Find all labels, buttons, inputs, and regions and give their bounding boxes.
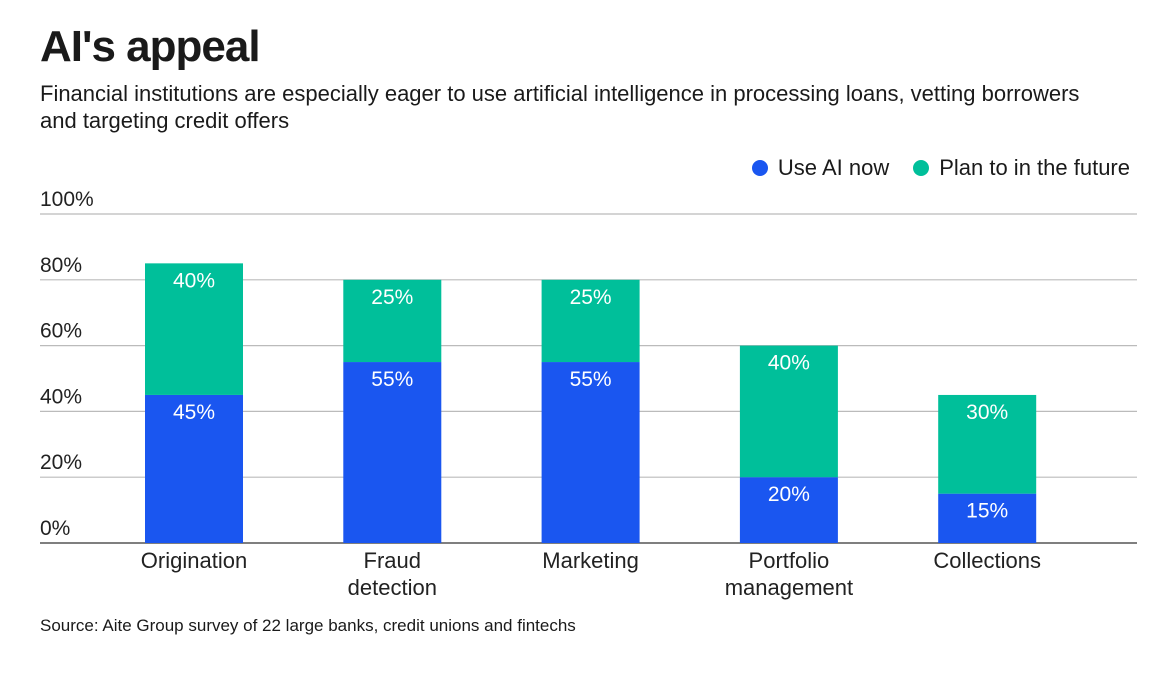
x-tick-label: management bbox=[725, 575, 853, 600]
data-label: 40% bbox=[173, 269, 215, 292]
data-label: 40% bbox=[768, 352, 810, 375]
source-note: Source: Aite Group survey of 22 large ba… bbox=[40, 616, 576, 635]
bar-plan bbox=[343, 279, 442, 363]
legend-label: Use AI now bbox=[777, 155, 890, 180]
y-tick-label: 100% bbox=[40, 188, 94, 211]
y-tick-label: 80% bbox=[40, 254, 82, 277]
data-label: 30% bbox=[966, 401, 1008, 424]
chart-subtitle: Financial institutions are especially ea… bbox=[40, 81, 1080, 133]
data-label: 55% bbox=[371, 368, 413, 391]
bar-use-now bbox=[541, 362, 640, 543]
legend-dot-teal bbox=[913, 160, 930, 176]
legend-item-use-now: Use AI now bbox=[751, 155, 890, 181]
y-tick-label: 20% bbox=[40, 451, 82, 474]
bar-plan bbox=[739, 345, 838, 478]
bar-use-now bbox=[145, 394, 243, 543]
legend-label: Plan to in the future bbox=[939, 155, 1130, 180]
data-label: 45% bbox=[173, 401, 215, 424]
x-tick-label: Fraud bbox=[364, 548, 421, 573]
legend-dot-blue bbox=[751, 160, 768, 176]
data-label: 25% bbox=[570, 286, 612, 309]
legend: Use AI now Plan to in the future bbox=[751, 155, 1130, 181]
bar-use-now bbox=[343, 362, 442, 543]
bar-use-now bbox=[739, 477, 838, 543]
data-label: 15% bbox=[966, 500, 1008, 523]
bar-plan bbox=[938, 394, 1037, 494]
bar-use-now bbox=[938, 493, 1037, 543]
y-tick-label: 60% bbox=[40, 320, 82, 343]
data-label: 55% bbox=[570, 368, 612, 391]
x-tick-label: detection bbox=[348, 575, 437, 600]
bar-plan bbox=[145, 263, 243, 395]
data-label: 25% bbox=[371, 286, 413, 309]
x-tick-label: Origination bbox=[141, 548, 247, 573]
data-label: 20% bbox=[768, 483, 810, 506]
x-tick-label: Marketing bbox=[542, 548, 639, 573]
chart-title: AI's appeal bbox=[40, 22, 261, 71]
x-tick-label: Portfolio bbox=[749, 548, 830, 573]
bar-plan bbox=[541, 279, 640, 363]
y-tick-label: 0% bbox=[40, 517, 70, 540]
y-tick-label: 40% bbox=[40, 385, 82, 408]
x-tick-label: Collections bbox=[933, 548, 1041, 573]
legend-item-plan: Plan to in the future bbox=[913, 155, 1130, 181]
